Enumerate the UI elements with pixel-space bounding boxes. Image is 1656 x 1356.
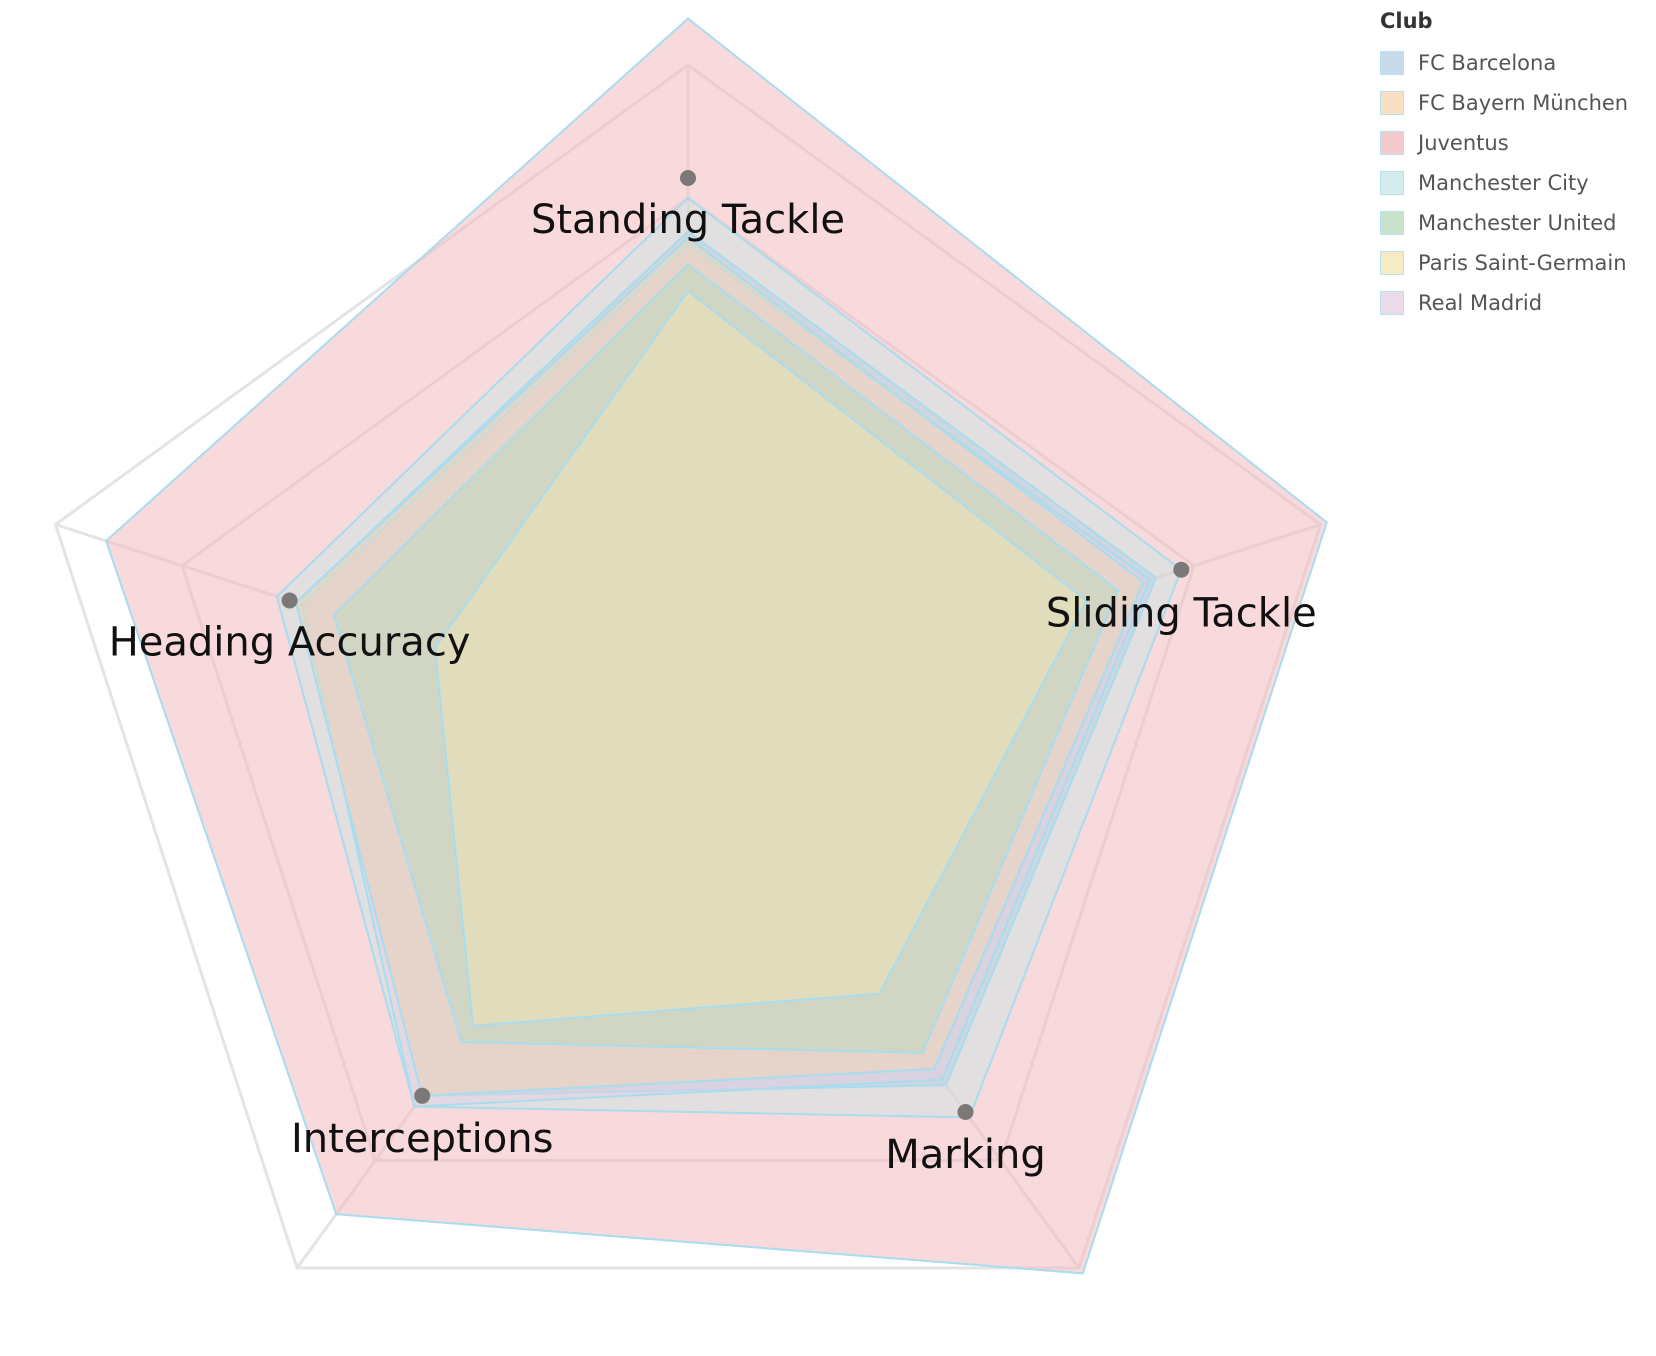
legend-label: FC Barcelona [1418, 51, 1557, 75]
legend-items: FC Barcelona FC Bayern München Juventus Man… [1380, 43, 1650, 323]
series-area-juventus[interactable] [104, 17, 1328, 1275]
legend-item-real-madrid[interactable]: Real Madrid [1380, 283, 1650, 323]
axis-label-heading-accuracy: Heading Accuracy [109, 620, 471, 666]
series-area-paris-saint-germain[interactable] [433, 289, 1088, 1027]
axis-label-standing-tackle: Standing Tackle [531, 197, 845, 243]
legend: Club FC Barcelona FC Bayern München Juvent… [1380, 8, 1650, 323]
legend-swatch [1380, 131, 1404, 155]
legend-label: Manchester City [1418, 171, 1589, 195]
series-areas [104, 17, 1328, 1275]
legend-item-juventus[interactable]: Juventus [1380, 123, 1650, 163]
legend-swatch [1380, 91, 1404, 115]
legend-swatch [1380, 51, 1404, 75]
axis-labels: Standing Tackle Sliding Tackle Marking Inte… [109, 197, 1317, 1178]
legend-item-manchester-city[interactable]: Manchester City [1380, 163, 1650, 203]
legend-swatch [1380, 171, 1404, 195]
legend-item-fc-barcelona[interactable]: FC Barcelona [1380, 43, 1650, 83]
axis-label-interceptions: Interceptions [291, 1116, 553, 1162]
legend-item-fc-bayern-munchen[interactable]: FC Bayern München [1380, 83, 1650, 123]
legend-title: Club [1380, 9, 1433, 33]
legend-label: Paris Saint-Germain [1418, 251, 1627, 275]
axis-label-marking: Marking [885, 1132, 1046, 1178]
average-marker-interceptions[interactable] [414, 1087, 431, 1104]
series-area-manchester-united[interactable] [332, 263, 1120, 1054]
legend-label: Juventus [1418, 131, 1509, 155]
average-marker-marking[interactable] [957, 1104, 974, 1120]
series-area-manchester-city[interactable] [275, 196, 1183, 1119]
legend-swatch [1380, 251, 1404, 275]
series-area-fc-bayern-munchen[interactable] [294, 236, 1145, 1097]
legend-item-paris-saint-germain[interactable]: Paris Saint-Germain [1380, 243, 1650, 283]
legend-label: FC Bayern München [1418, 91, 1629, 115]
series-area-real-madrid[interactable] [301, 243, 1151, 1108]
average-marker-heading-accuracy[interactable] [281, 592, 298, 609]
average-marker-sliding-tackle[interactable] [1173, 561, 1190, 578]
average-marker-standing-tackle[interactable] [680, 170, 696, 186]
legend-label: Real Madrid [1418, 291, 1543, 315]
legend-swatch [1380, 211, 1404, 235]
axis-label-sliding-tackle: Sliding Tackle [1046, 591, 1317, 637]
legend-swatch [1380, 291, 1404, 315]
legend-label: Manchester United [1418, 211, 1617, 235]
legend-item-manchester-united[interactable]: Manchester United [1380, 203, 1650, 243]
average-markers [281, 170, 1190, 1120]
